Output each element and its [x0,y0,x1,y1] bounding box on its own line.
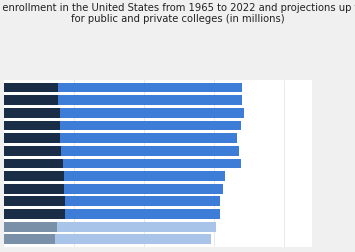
Bar [65,209,220,219]
Bar [4,159,62,169]
Bar [4,134,60,143]
Bar [4,83,58,93]
Text: College enrollment in the United States from 1965 to 2022 and projections up to : College enrollment in the United States … [0,3,355,24]
Bar [4,197,65,206]
Bar [62,159,241,169]
Bar [58,96,242,106]
Bar [60,108,244,118]
Bar [64,184,223,194]
Bar [4,96,58,106]
Bar [4,121,60,131]
Bar [64,171,225,181]
Bar [58,83,242,93]
Bar [4,209,65,219]
Bar [57,222,215,232]
Bar [65,197,220,206]
Bar [4,171,64,181]
Bar [4,222,57,232]
Bar [4,184,64,194]
Bar [55,234,211,244]
Bar [60,121,241,131]
Bar [61,146,239,156]
Bar [4,146,61,156]
Bar [60,134,236,143]
Bar [4,234,55,244]
Bar [4,108,60,118]
